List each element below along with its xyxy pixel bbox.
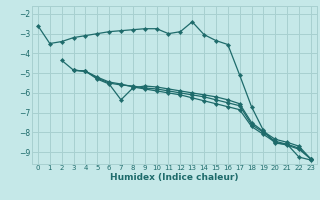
X-axis label: Humidex (Indice chaleur): Humidex (Indice chaleur) — [110, 173, 239, 182]
